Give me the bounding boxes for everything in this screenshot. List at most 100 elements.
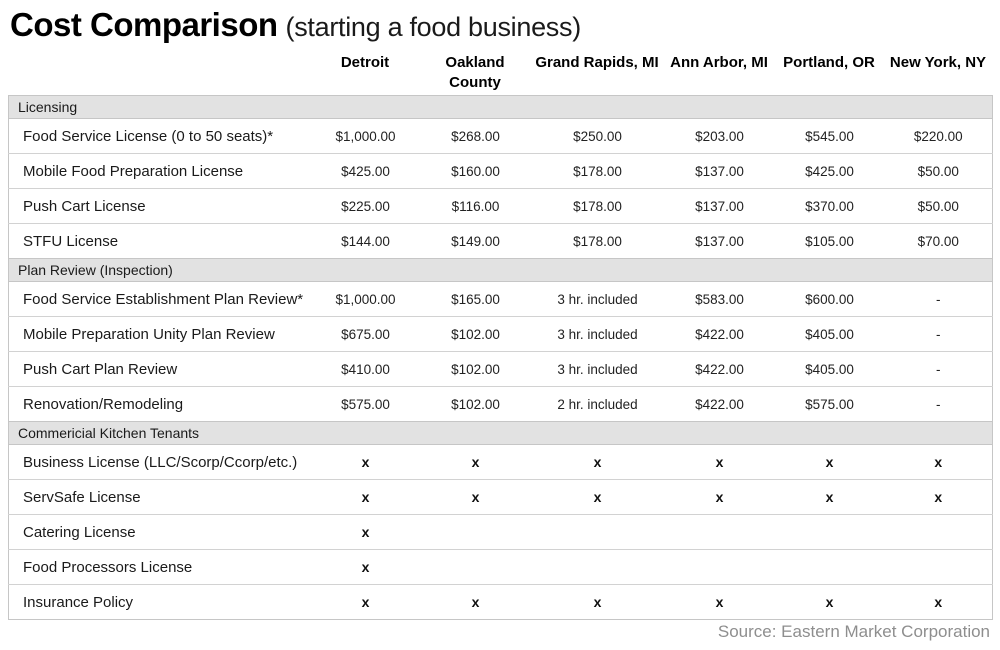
value-cell — [664, 514, 775, 550]
section-header-row: Licensing — [8, 95, 993, 119]
value-cell — [664, 549, 775, 585]
check-mark-cell: x — [530, 444, 665, 480]
value-cell: $137.00 — [664, 153, 775, 189]
column-header: Detroit — [340, 54, 390, 71]
value-cell: $1,000.00 — [310, 118, 421, 154]
row-label: Mobile Preparation Unity Plan Review — [8, 316, 311, 352]
column-headers: Detroit Oakland County Grand Rapids, MI Ann… — [8, 53, 992, 93]
row-label: Food Service Establishment Plan Review* — [8, 281, 311, 317]
table-row: Food Processors License x — [8, 549, 993, 585]
check-mark-cell: x — [774, 479, 885, 515]
value-cell: $405.00 — [774, 351, 885, 387]
check-mark-cell: x — [884, 444, 993, 480]
value-cell: $102.00 — [420, 386, 531, 422]
value-cell: $225.00 — [310, 188, 421, 224]
value-cell: $149.00 — [420, 223, 531, 259]
section-header-row: Commericial Kitchen Tenants — [8, 421, 993, 445]
value-cell: $675.00 — [310, 316, 421, 352]
table-row: STFU License $144.00 $149.00 $178.00 $137.00… — [8, 223, 993, 259]
value-cell: $178.00 — [530, 223, 665, 259]
value-cell: - — [884, 351, 993, 387]
table-row: Push Cart License $225.00 $116.00 $178.00 $1… — [8, 188, 993, 224]
table-body: Licensing Food Service License (0 to 50 s… — [8, 95, 993, 620]
row-label: Food Service License (0 to 50 seats)* — [8, 118, 311, 154]
column-header: Grand Rapids, MI — [535, 54, 659, 71]
row-label: Insurance Policy — [8, 584, 311, 620]
title-text: Cost Comparison — [10, 6, 278, 43]
check-mark-cell: x — [310, 549, 421, 585]
table-row: Push Cart Plan Review $410.00 $102.00 3 hr.… — [8, 351, 993, 387]
check-mark-cell: x — [884, 584, 993, 620]
value-cell: $410.00 — [310, 351, 421, 387]
table-row: Mobile Preparation Unity Plan Review $675… — [8, 316, 993, 352]
value-cell: 3 hr. included — [530, 351, 665, 387]
value-cell — [774, 549, 885, 585]
subtitle-text: (starting a food business) — [285, 12, 582, 42]
value-cell: - — [884, 316, 993, 352]
value-cell: $50.00 — [884, 188, 993, 224]
section-header-row: Plan Review (Inspection) — [8, 258, 993, 282]
check-mark-cell: x — [420, 479, 531, 515]
table-row: Renovation/Remodeling $575.00 $102.00 2 hr.… — [8, 386, 993, 422]
value-cell: $268.00 — [420, 118, 531, 154]
table-row: ServSafe License x x x x x x — [8, 479, 993, 515]
column-header: Oakland County — [445, 54, 505, 91]
table-row: Insurance Policy x x x x x x — [8, 584, 993, 620]
value-cell — [420, 514, 531, 550]
value-cell: $102.00 — [420, 316, 531, 352]
check-mark-cell: x — [310, 584, 421, 620]
row-label: Business License (LLC/Scorp/Ccorp/etc.) — [8, 444, 311, 480]
check-mark-cell: x — [310, 479, 421, 515]
value-cell: $422.00 — [664, 316, 775, 352]
value-cell: $422.00 — [664, 351, 775, 387]
value-cell: $165.00 — [420, 281, 531, 317]
column-header: Ann Arbor, MI — [670, 54, 768, 71]
value-cell: $370.00 — [774, 188, 885, 224]
value-cell: $137.00 — [664, 188, 775, 224]
value-cell: $220.00 — [884, 118, 993, 154]
value-cell: $160.00 — [420, 153, 531, 189]
check-mark-cell: x — [664, 584, 775, 620]
check-mark-cell: x — [664, 479, 775, 515]
row-label: Mobile Food Preparation License — [8, 153, 311, 189]
value-cell: $583.00 — [664, 281, 775, 317]
row-label: ServSafe License — [8, 479, 311, 515]
value-cell: $545.00 — [774, 118, 885, 154]
column-header: Portland, OR — [783, 54, 875, 71]
value-cell: $575.00 — [774, 386, 885, 422]
column-header: New York, NY — [889, 54, 987, 71]
value-cell: $116.00 — [420, 188, 531, 224]
value-cell: $144.00 — [310, 223, 421, 259]
value-cell: $422.00 — [664, 386, 775, 422]
check-mark-cell: x — [774, 584, 885, 620]
section-header-label: Licensing — [8, 95, 993, 119]
value-cell — [884, 549, 993, 585]
check-mark-cell: x — [664, 444, 775, 480]
table-row: Mobile Food Preparation License $425.00 $1… — [8, 153, 993, 189]
value-cell — [884, 514, 993, 550]
value-cell: $137.00 — [664, 223, 775, 259]
value-cell — [530, 514, 665, 550]
value-cell: $575.00 — [310, 386, 421, 422]
check-mark-cell: x — [420, 584, 531, 620]
table-row: Catering License x — [8, 514, 993, 550]
value-cell: $425.00 — [310, 153, 421, 189]
value-cell: $50.00 — [884, 153, 993, 189]
row-label: Push Cart Plan Review — [8, 351, 311, 387]
row-label: Push Cart License — [8, 188, 311, 224]
value-cell — [530, 549, 665, 585]
value-cell — [774, 514, 885, 550]
source-note: Source: Eastern Market Corporation — [717, 622, 990, 641]
check-mark-cell: x — [310, 444, 421, 480]
value-cell — [420, 549, 531, 585]
row-label: Renovation/Remodeling — [8, 386, 311, 422]
value-cell: 2 hr. included — [530, 386, 665, 422]
row-label: STFU License — [8, 223, 311, 259]
check-mark-cell: x — [420, 444, 531, 480]
value-cell: - — [884, 386, 993, 422]
section-header-label: Plan Review (Inspection) — [8, 258, 993, 282]
value-cell: $102.00 — [420, 351, 531, 387]
cost-comparison-table: Licensing Food Service License (0 to 50 s… — [8, 95, 994, 620]
value-cell: 3 hr. included — [530, 316, 665, 352]
